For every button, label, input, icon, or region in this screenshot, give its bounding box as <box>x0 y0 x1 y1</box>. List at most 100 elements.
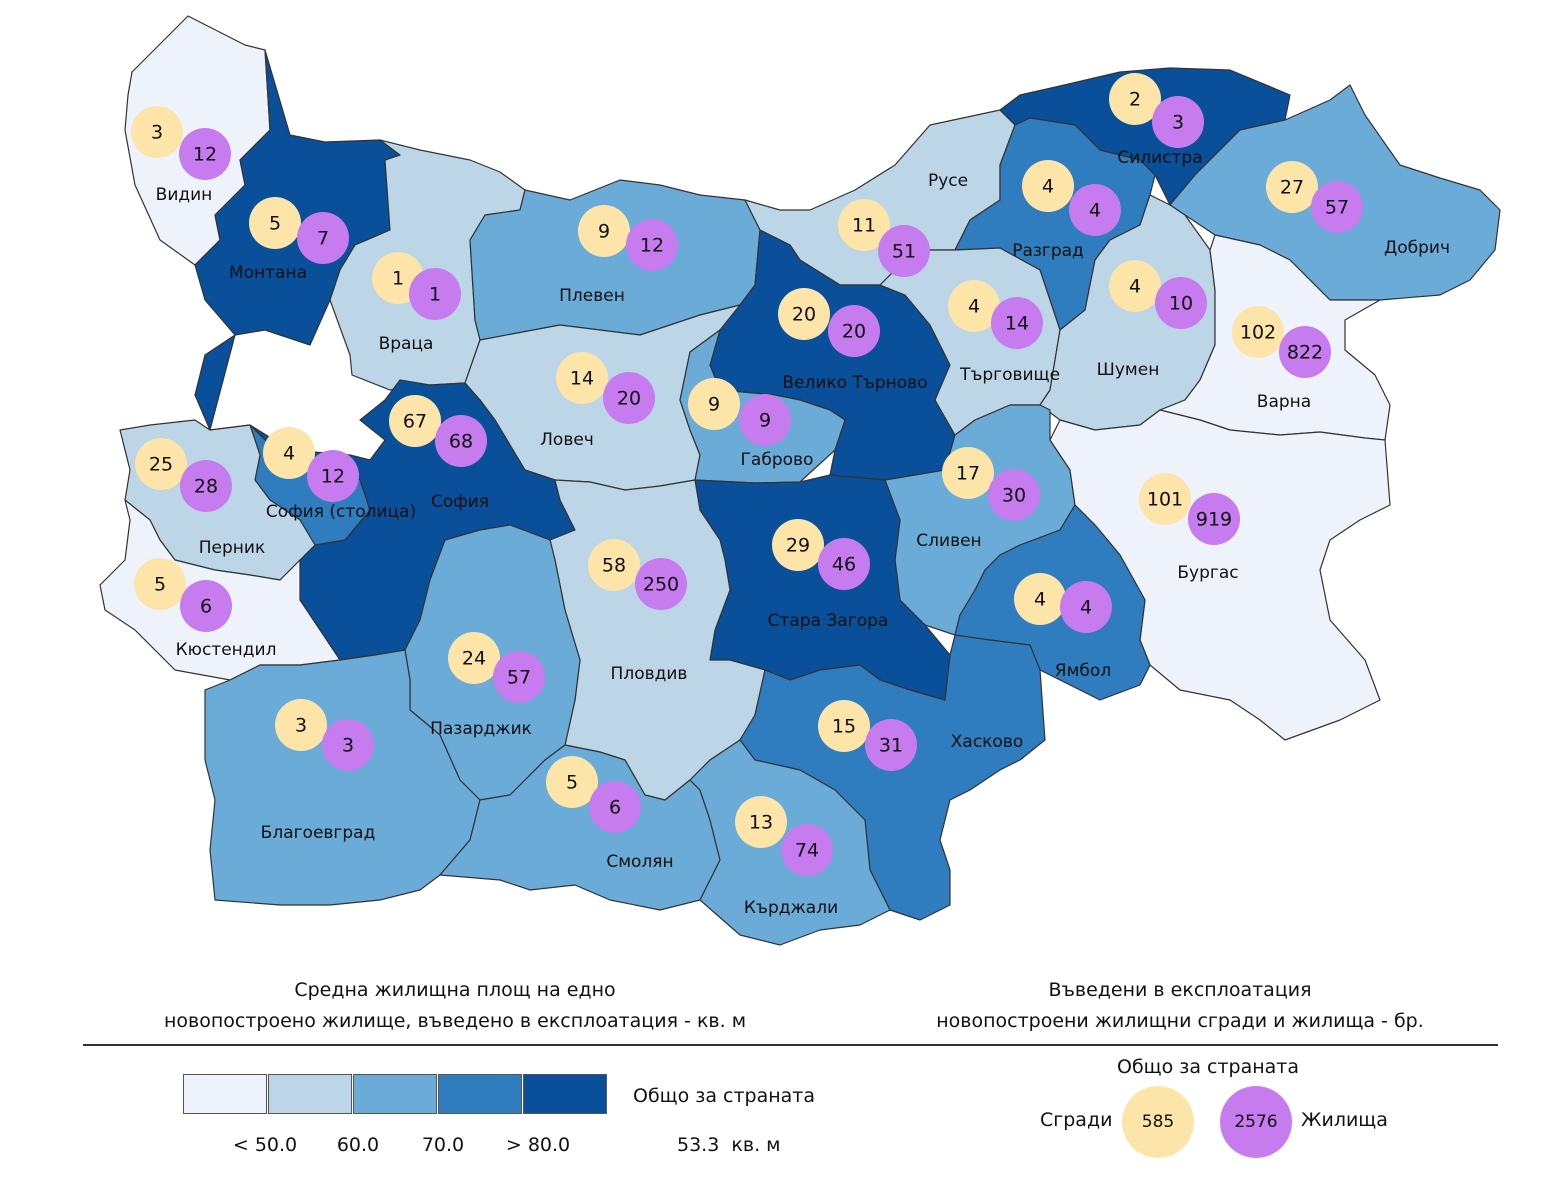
country-average-number: 53.3 <box>677 1134 720 1156</box>
region-label: Стара Загора <box>768 611 889 631</box>
buildings-count: 3 <box>151 122 163 144</box>
region-label: Хасково <box>951 732 1024 752</box>
dwellings-count: 57 <box>507 667 531 689</box>
dwellings-count: 3 <box>1172 112 1184 134</box>
buildings-bubble <box>1232 306 1284 358</box>
dwellings-count: 9 <box>759 410 771 432</box>
dwellings-total: 2576 <box>1234 1112 1278 1132</box>
region-label: Разград <box>1012 241 1084 261</box>
region-label: Плевен <box>559 286 625 306</box>
dwellings-bubble <box>635 558 687 610</box>
dwellings-bubble <box>828 305 880 357</box>
buildings-bubble <box>556 352 608 404</box>
region-label: Ямбол <box>1055 661 1111 681</box>
area-legend-title-line2: новопостроено жилище, въведено в експлоа… <box>163 1010 747 1032</box>
dwellings-bubble <box>1188 493 1240 545</box>
buildings-count: 14 <box>570 368 594 390</box>
buildings-count: 27 <box>1280 177 1304 199</box>
legend-swatch-4 <box>438 1074 522 1114</box>
buildings-bubble <box>135 438 187 490</box>
dwellings-count: 250 <box>643 574 679 596</box>
dwellings-count: 3 <box>342 735 354 757</box>
buildings-bubble <box>134 558 186 610</box>
buildings-count: 5 <box>269 213 281 235</box>
buildings-bubble <box>838 199 890 251</box>
region-label: Благоевград <box>261 823 376 843</box>
region-label: Смолян <box>606 852 673 872</box>
buildings-count: 20 <box>792 304 816 326</box>
legend-tick: 70.0 <box>421 1134 465 1156</box>
dwellings-bubble <box>603 372 655 424</box>
buildings-bubble <box>448 632 500 684</box>
dwellings-bubble <box>988 469 1040 521</box>
region-label: Ловеч <box>540 430 594 450</box>
bulgaria-choropleth-map: Видин Монтана Враца Плевен Русе Силистра Разгр… <box>99 15 1501 946</box>
buildings-count: 25 <box>149 454 173 476</box>
dwellings-bubble <box>409 268 461 320</box>
country-average-value: 53.3 кв. м <box>677 1134 781 1156</box>
dwellings-bubble <box>297 212 349 264</box>
count-legend-title-line1: Въведени в експлоатация <box>1048 979 1312 1001</box>
region-label: Габрово <box>741 450 814 470</box>
buildings-bubble <box>1139 473 1191 525</box>
buildings-bubble <box>948 280 1000 332</box>
legend-swatch-2 <box>268 1074 352 1114</box>
dwellings-bubble <box>991 297 1043 349</box>
buildings-count: 1 <box>392 268 404 290</box>
labels-layer: Видин Монтана Враца Плевен Русе Силистра Разгр… <box>156 148 1450 918</box>
buildings-count: 17 <box>956 463 980 485</box>
dwellings-bubble <box>1069 184 1121 236</box>
dwellings-bubble <box>307 450 359 502</box>
dwellings-bubble <box>865 719 917 771</box>
dwellings-count: 6 <box>200 596 212 618</box>
dwellings-count: 12 <box>321 466 345 488</box>
buildings-count: 4 <box>968 296 980 318</box>
buildings-bubble <box>778 288 830 340</box>
region-label: София <box>431 492 489 512</box>
region-label: Кърджали <box>744 898 838 918</box>
dwellings-count: 57 <box>1325 197 1349 219</box>
legend-swatch-1 <box>183 1074 267 1114</box>
buildings-count: 9 <box>708 394 720 416</box>
region-label: Шумен <box>1097 360 1160 380</box>
area-legend-title-line1: Средна жилищна площ на едно <box>294 979 616 1001</box>
dwellings-label: Жилища <box>1301 1109 1388 1131</box>
buildings-bubble <box>735 796 787 848</box>
region-label: Велико Търново <box>782 373 927 393</box>
buildings-bubble <box>275 699 327 751</box>
buildings-bubble <box>1109 73 1161 125</box>
dwellings-bubble <box>781 824 833 876</box>
dwellings-bubble <box>626 219 678 271</box>
region-label: Русе <box>928 171 968 191</box>
buildings-bubble <box>546 756 598 808</box>
buildings-count: 4 <box>1034 589 1046 611</box>
dwellings-count: 822 <box>1287 342 1323 364</box>
buildings-count: 15 <box>832 716 856 738</box>
buildings-count: 5 <box>566 772 578 794</box>
dwellings-count: 14 <box>1005 313 1029 335</box>
buildings-total-bubble: 585 <box>1122 1086 1194 1158</box>
legend-tick: < 50.0 <box>232 1134 298 1156</box>
buildings-count: 11 <box>852 215 876 237</box>
dwellings-bubble <box>322 719 374 771</box>
dwellings-bubble <box>878 225 930 277</box>
region-label: Пловдив <box>611 664 688 684</box>
buildings-label: Сгради <box>1040 1109 1113 1131</box>
dwellings-count: 4 <box>1080 597 1092 619</box>
buildings-count: 5 <box>154 574 166 596</box>
buildings-count: 4 <box>283 443 295 465</box>
dwellings-count: 1 <box>429 284 441 306</box>
dwellings-count: 46 <box>832 554 856 576</box>
region-label: Видин <box>156 185 213 205</box>
dwellings-bubble <box>180 580 232 632</box>
legend-tick: 60.0 <box>336 1134 380 1156</box>
dwellings-bubble <box>493 651 545 703</box>
dwellings-count: 12 <box>640 235 664 257</box>
buildings-count: 9 <box>598 221 610 243</box>
buildings-count: 2 <box>1129 89 1141 111</box>
dwellings-bubble <box>435 415 487 467</box>
dwellings-bubble <box>1060 581 1112 633</box>
legend-divider <box>83 1044 1498 1046</box>
region-label: Бургас <box>1177 563 1238 583</box>
buildings-count: 101 <box>1147 489 1183 511</box>
